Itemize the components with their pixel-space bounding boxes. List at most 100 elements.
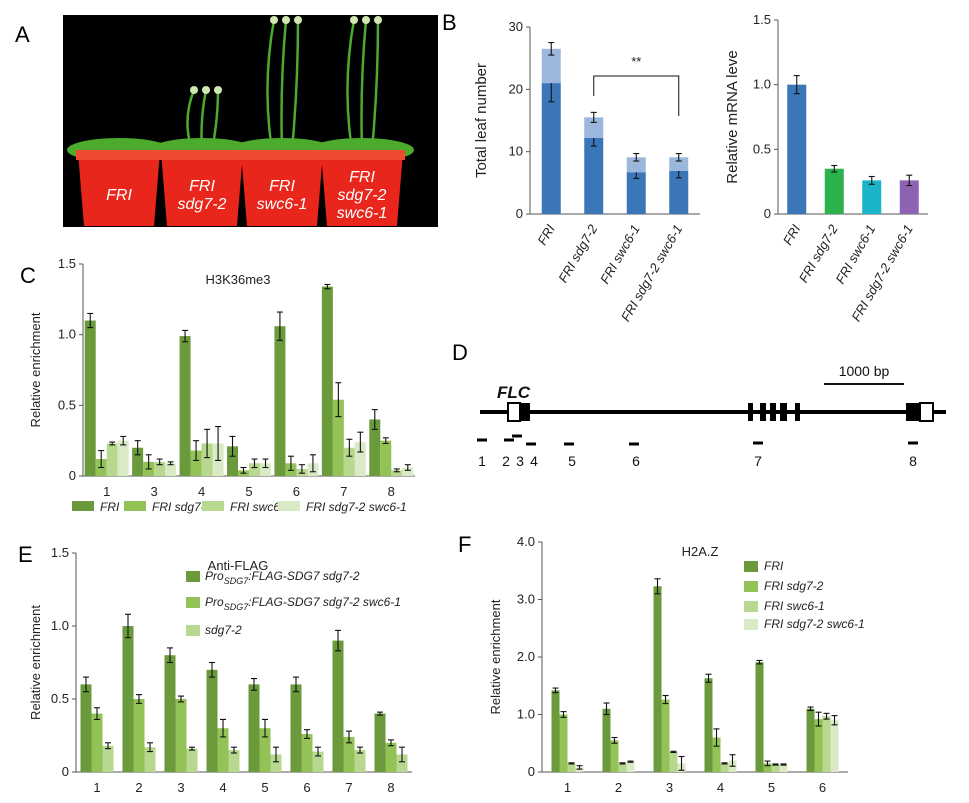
amplicon-label: 1 [478,453,486,469]
bar [259,728,271,772]
category-label: 6 [293,484,300,499]
bar [385,742,397,772]
y-tick-label: 1.0 [51,618,69,633]
flower [362,16,370,24]
exon [795,403,800,421]
bar [824,168,844,214]
bar [779,764,788,772]
y-tick-label: 0 [764,206,771,221]
pot [241,152,323,226]
exon [760,403,766,421]
category-label: 8 [387,780,394,795]
flower [294,16,302,24]
category-label: 6 [303,780,310,795]
flower [190,86,198,94]
category-label: 3 [151,484,158,499]
bar [551,690,560,772]
pot-label: FRI [189,178,215,195]
bar [669,751,678,772]
bar [260,463,271,476]
bar [354,442,366,476]
flower [202,86,210,94]
bar [343,447,355,476]
flc-gene-diagram: FLC 1000 bp 1 2 3 4 5 6 7 8 [477,363,946,469]
bar [626,761,635,772]
bar [369,419,381,476]
exon [520,403,530,421]
y-tick-label: 0.5 [58,397,76,412]
bar [217,728,229,772]
inflorescence-stem [360,19,368,151]
y-tick-label: 30 [509,19,523,34]
bar [862,180,882,214]
bar [787,84,807,215]
bar [720,763,729,772]
legend-label: FRI sdg7-2 swc6-1 [306,500,407,514]
category-label: FRI swc6-1 [597,222,643,286]
inflorescence-stem [290,19,300,151]
legend-swatch [744,601,758,612]
inflorescence-stem [210,89,220,151]
chart-h2az: 0 1.0 2.0 3.0 4.0 Relative enrichment H2A.Z 1 2 3… [488,534,865,795]
flower [270,16,278,24]
bar [186,748,198,772]
amplicon-label: 4 [530,453,538,469]
pot-label: sdg7-2 [338,187,387,204]
y-tick-label: 10 [509,144,523,159]
pot-label: swc6-1 [337,205,388,222]
y-tick-label: 0 [516,206,523,221]
bar [380,440,392,476]
exon [906,403,920,421]
flower [374,16,382,24]
bar [84,320,96,476]
y-tick-label: 1.0 [753,77,771,92]
y-tick-label: 20 [509,81,523,96]
bar [270,754,282,772]
category-label: 4 [219,780,226,795]
inflorescence-stem [280,19,288,151]
bar [822,716,831,772]
legend-label: sdg7-2 [205,623,242,637]
bar [179,336,191,476]
legend-swatch [744,581,758,592]
bar [227,446,238,476]
y-tick-label: 1.0 [517,707,535,722]
chart-title: H2A.Z [682,544,719,559]
pot [161,152,243,226]
category-label: 6 [819,780,826,795]
bar [80,684,92,772]
bar [91,713,103,772]
y-tick-label: 2.0 [517,649,535,664]
bar [228,750,240,772]
category-label: 1 [93,780,100,795]
bar [190,450,202,476]
y-tick-label: 1.0 [58,327,76,342]
legend-swatch [72,501,94,511]
y-tick-label: 4.0 [517,534,535,549]
legend-label: ProSDG7:FLAG-SDG7 sdg7-2 [205,569,360,586]
pot-rim [239,150,325,160]
legend-label: FRI sdg7-2 swc6-1 [764,617,865,631]
bar [567,763,576,772]
panel-letter-e: E [18,542,33,567]
pot-rim [159,150,245,160]
legend-label: FRI swc6-1 [230,500,291,514]
pot-label: sdg7-2 [178,196,227,213]
bar [343,736,355,772]
panel-letter-c: C [20,263,36,288]
category-label: 1 [564,780,571,795]
y-tick-label: 1.5 [753,12,771,27]
y-axis-label: Relative enrichment [28,312,43,427]
bar [830,720,839,772]
legend-swatch [744,561,758,572]
panel-letter-f: F [458,532,471,557]
bar [312,751,324,772]
category-label: 5 [768,780,775,795]
inflorescence-stem [346,19,356,151]
chart-title: Anti-FLAG [208,558,269,573]
bar [541,83,561,214]
amplicon-label: 2 [502,453,510,469]
